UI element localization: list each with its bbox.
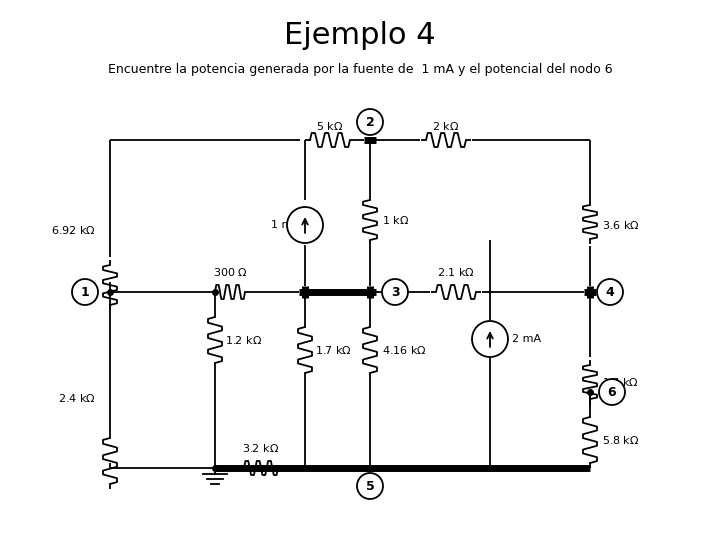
- Text: 3: 3: [391, 286, 400, 299]
- Circle shape: [382, 279, 408, 305]
- Text: 1 mA: 1 mA: [271, 220, 300, 230]
- Text: 5 k$\Omega$: 5 k$\Omega$: [317, 120, 343, 132]
- Circle shape: [357, 473, 383, 499]
- Text: 3.2 k$\Omega$: 3.2 k$\Omega$: [243, 442, 279, 454]
- Text: 1.7 k$\Omega$: 1.7 k$\Omega$: [602, 376, 639, 388]
- Circle shape: [357, 109, 383, 135]
- Text: 2.1 k$\Omega$: 2.1 k$\Omega$: [437, 266, 475, 278]
- Circle shape: [472, 321, 508, 357]
- Text: 5: 5: [366, 480, 374, 492]
- Text: 1.7 k$\Omega$: 1.7 k$\Omega$: [315, 344, 352, 356]
- Text: 3.6 k$\Omega$: 3.6 k$\Omega$: [602, 219, 639, 231]
- Text: 5.8 k$\Omega$: 5.8 k$\Omega$: [602, 434, 639, 446]
- Text: 4.16 k$\Omega$: 4.16 k$\Omega$: [382, 344, 427, 356]
- Text: 2: 2: [366, 116, 374, 129]
- Text: 4: 4: [606, 286, 614, 299]
- Circle shape: [287, 207, 323, 243]
- Circle shape: [599, 379, 625, 405]
- Text: 1.2 k$\Omega$: 1.2 k$\Omega$: [225, 334, 262, 346]
- Text: 1: 1: [81, 286, 89, 299]
- Text: 2.4 k$\Omega$: 2.4 k$\Omega$: [58, 392, 96, 404]
- Text: 2 k$\Omega$: 2 k$\Omega$: [433, 120, 459, 132]
- Text: Encuentre la potencia generada por la fuente de  1 mA y el potencial del nodo 6: Encuentre la potencia generada por la fu…: [108, 64, 612, 77]
- Text: 6.92 k$\Omega$: 6.92 k$\Omega$: [52, 224, 96, 236]
- Text: Ejemplo 4: Ejemplo 4: [284, 21, 436, 50]
- Text: 1 k$\Omega$: 1 k$\Omega$: [382, 214, 409, 226]
- Text: 2 mA: 2 mA: [512, 334, 541, 344]
- Text: 300 $\Omega$: 300 $\Omega$: [212, 266, 248, 278]
- Circle shape: [597, 279, 623, 305]
- Text: 6: 6: [608, 386, 616, 399]
- Circle shape: [72, 279, 98, 305]
